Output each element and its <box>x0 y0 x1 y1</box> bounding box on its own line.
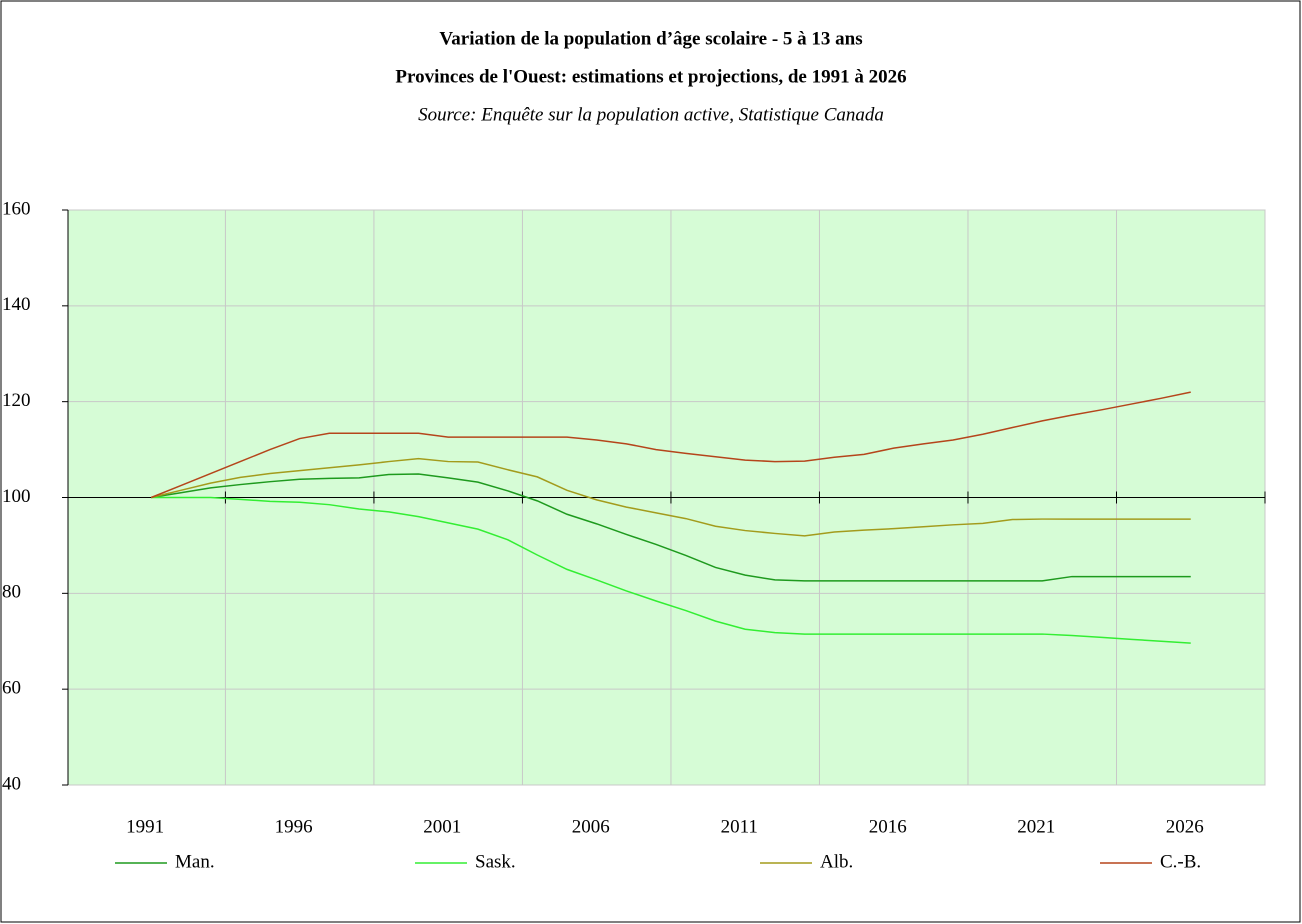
y-tick-label: 160 <box>2 198 31 219</box>
x-tick-label: 2006 <box>572 816 610 837</box>
x-tick-label: 1991 <box>126 816 164 837</box>
series-line <box>150 391 1191 499</box>
y-tick-label: 100 <box>2 486 31 507</box>
y-tick-label: 60 <box>2 678 21 699</box>
x-tick-label: 2021 <box>1017 816 1055 837</box>
chart-source: Source: Enquête sur la population active… <box>418 104 884 125</box>
x-tick-label: 2016 <box>869 816 907 837</box>
legend-label: C.-B. <box>1160 851 1201 872</box>
series-line <box>151 473 1191 582</box>
series-line <box>150 457 1191 537</box>
x-tick-label: 2011 <box>721 816 758 837</box>
chart-title: Variation de la population d’âge scolair… <box>439 28 862 49</box>
y-tick-label: 40 <box>2 773 21 794</box>
legend-label: Sask. <box>475 851 516 872</box>
y-tick-label: 80 <box>2 582 21 603</box>
x-tick-label: 2026 <box>1166 816 1204 837</box>
chart-subtitle: Provinces de l'Ouest: estimations et pro… <box>395 66 906 87</box>
series-line <box>151 496 1191 644</box>
legend-label: Man. <box>175 851 215 872</box>
y-tick-label: 120 <box>2 390 31 411</box>
x-tick-label: 2001 <box>423 816 461 837</box>
y-tick-label: 140 <box>2 294 31 315</box>
legend-label: Alb. <box>820 851 853 872</box>
x-tick-label: 1996 <box>275 816 313 837</box>
